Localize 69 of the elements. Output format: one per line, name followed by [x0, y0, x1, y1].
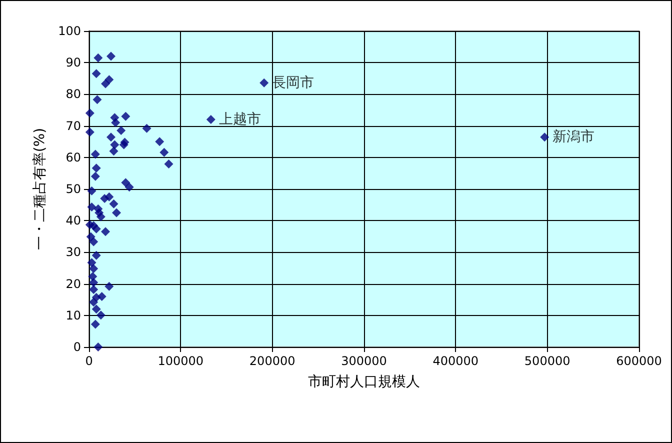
y-tick-label: 60 [66, 150, 81, 164]
point [92, 95, 102, 104]
point [101, 227, 110, 236]
point [121, 178, 130, 188]
point [92, 304, 101, 314]
point [88, 272, 98, 282]
annotation: 上越市 [218, 111, 261, 128]
point [540, 132, 550, 142]
y-tick-label: 100 [58, 24, 81, 38]
point [96, 310, 106, 320]
x-tick-label: 400000 [432, 354, 479, 368]
y-tick-label: 80 [66, 87, 81, 102]
point [109, 199, 118, 208]
y-tick-label: 20 [66, 276, 81, 291]
y-tick-label: 30 [66, 245, 81, 260]
point [164, 160, 174, 169]
point [85, 108, 94, 118]
y-tick-label: 50 [66, 182, 81, 196]
point [160, 148, 169, 157]
point [89, 278, 98, 288]
point [109, 146, 118, 156]
point [92, 164, 101, 173]
y-tick-label: 70 [66, 118, 81, 133]
annotation: 長岡市 [272, 74, 314, 91]
point [90, 150, 100, 159]
point [94, 342, 103, 352]
point [90, 172, 100, 181]
point [104, 192, 114, 202]
y-tick-label: 10 [66, 308, 81, 322]
point [90, 320, 100, 329]
point [104, 282, 114, 291]
point [92, 224, 101, 234]
point [89, 237, 98, 246]
point [106, 132, 116, 142]
x-tick-label: 600000 [616, 354, 662, 368]
point [92, 69, 101, 78]
point [96, 212, 106, 222]
x-tick-label: 300000 [341, 354, 387, 368]
point [87, 258, 96, 268]
point [116, 126, 126, 136]
y-tick-label: 90 [66, 56, 81, 70]
point [92, 250, 101, 260]
point [104, 75, 114, 84]
x-tick-label: 200000 [249, 354, 296, 368]
point [111, 118, 120, 128]
point [87, 186, 96, 196]
point [89, 284, 98, 294]
point [89, 298, 98, 307]
point [120, 138, 130, 147]
x-axis-title: 市町村人口規模人 [308, 374, 420, 390]
x-tick-label: 500000 [524, 354, 570, 368]
point [121, 112, 130, 121]
point [142, 124, 152, 133]
point [124, 182, 134, 192]
point [106, 52, 116, 61]
x-tick-label: 0 [85, 354, 93, 368]
point [94, 53, 103, 62]
point [206, 114, 216, 124]
point [155, 137, 164, 146]
y-axis-title: 一・二種占有率(%) [32, 128, 48, 250]
x-tick-label: 100000 [158, 354, 204, 368]
point [87, 202, 96, 212]
point [89, 264, 98, 274]
point [260, 78, 269, 88]
point [112, 208, 121, 218]
point [101, 79, 110, 88]
annotation: 新潟市 [552, 129, 595, 146]
y-tick-label: 40 [66, 214, 81, 228]
y-tick-label: 0 [73, 340, 81, 354]
